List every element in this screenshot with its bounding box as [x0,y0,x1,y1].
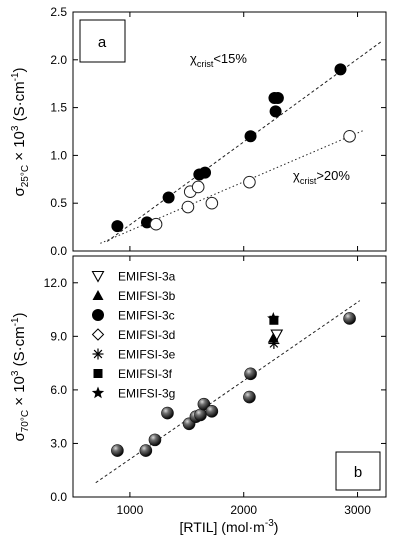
panel-a-point-open-circle [205,196,219,210]
panel-a-y-tick-label: 2.5 [50,5,67,19]
panel-b-point-shaded-sphere [194,408,207,422]
panel-b-label: b [354,464,362,481]
panel-a: 0.0 0.5 1.0 1.5 2.0 2.5 a χcrist<15% χcrist>2… [10,5,387,258]
legend-marker-asterisk [92,348,104,360]
legend-label: EMIFSI-3b [118,289,176,303]
panel-b-point-shaded-sphere [197,397,211,411]
panel-b-point-shaded-sphere [343,312,356,325]
panel-a-point-open-circle [243,175,256,189]
panel-b-y-tick-label: 6.0 [50,383,67,397]
panel-a-point-filled-circle [244,130,257,143]
panel-a-fit-line-1 [100,130,364,244]
legend-marker-filled-star [91,386,105,399]
legend-label: EMIFSI-3f [118,367,173,381]
panel-a-label: a [98,34,107,51]
panel-b-y-label: σ70°C × 103 (S·cm-1) [10,312,31,441]
annotation-crist-high: χcrist>20% [293,168,350,186]
panel-a-fit-lines [100,40,383,244]
annotation-crist-low: χcrist<15% [190,51,247,69]
panel-a-y-tick-label: 0.0 [50,244,67,258]
panel-a-point-open-circle [191,180,205,194]
panel-b-y-tick-label: 12.0 [44,276,68,290]
panel-b-y-tick-label: 0.0 [50,490,67,504]
legend-marker-filled-circle [92,309,104,321]
panel-a-point-open-circle [343,129,356,143]
panel-b-x-tick-label: 2000 [230,503,257,517]
panel-b-point-shaded-sphere [205,405,219,418]
panel-a-point-open-circle [181,200,195,214]
panel-b-points [111,311,356,457]
panel-a-points [111,63,356,233]
panel-b-point-shaded-sphere [148,433,162,447]
panel-b-x-tick-label: 1000 [117,503,144,517]
panel-a-label-box [79,19,126,63]
panel-a-fit-line-0 [106,40,383,242]
panel-b-legend: EMIFSI-3a EMIFSI-3b EMIFSI-3c EMIFSI-3d EMIF… [91,270,176,401]
legend-label: EMIFSI-3a [118,270,176,284]
panel-a-point-filled-circle [334,63,347,76]
legend-label: EMIFSI-3d [118,328,175,342]
panel-a-y-tick-label: 0.5 [50,196,67,210]
legend-marker-open-triangle-down [91,270,105,283]
panel-a-y-tick-label: 2.0 [50,53,67,67]
legend-marker-filled-square [93,369,103,378]
panel-a-point-filled-circle [269,105,282,118]
panel-a-point-filled-circle [111,220,124,233]
panel-b-y-axis: 0.0 3.0 6.0 9.0 12.0 [44,276,386,504]
panel-b-x-axis: 1000 2000 3000 [117,256,371,517]
panel-a-y-axis: 0.0 0.5 1.0 1.5 2.0 2.5 [50,5,386,258]
panel-b-fit-line-0 [95,300,361,484]
panel-a-y-tick-label: 1.0 [50,148,67,162]
legend-label: EMIFSI-3e [118,348,176,362]
panel-a-point-filled-circle [199,166,212,179]
panel-a-x-axis [129,12,359,251]
panel-b-point-shaded-sphere [243,390,256,404]
panel-a-y-tick-label: 1.5 [50,101,67,115]
panel-b-point-filled-square [269,315,279,325]
legend-marker-open-diamond [91,328,105,341]
panel-b-frame [72,255,387,498]
panel-b-x-label: [RTIL] (mol·m-3) [180,518,279,535]
panel-b-x-tick-label: 3000 [344,503,371,517]
panel-b: 0.03.06.09.012.0 1000 2000 3000 EMIFSI-3aE… [10,255,387,535]
panel-a-frame [72,11,387,252]
panel-a-point-filled-circle [271,92,284,105]
panel-b-point-shaded-sphere [244,367,257,381]
panel-b-y-tick-label: 9.0 [50,329,67,343]
panel-b-point-shaded-sphere [111,444,124,457]
panel-b-point-shaded-sphere [139,444,153,457]
panel-b-point-asterisk [268,337,280,349]
panel-b-y-tick-label: 3.0 [50,436,67,450]
legend-label: EMIFSI-3g [118,387,175,401]
panel-b-point-shaded-sphere [161,406,174,420]
panel-b-fit-lines [95,300,361,484]
panel-a-y-label: σ25°C × 103 (S·cm-1) [10,67,31,196]
panel-b-label-box [335,451,381,491]
panel-a-point-filled-circle [162,191,175,204]
panel-a-point-open-circle [149,217,163,231]
legend-marker-filled-triangle-up [92,290,104,300]
legend-label: EMIFSI-3c [118,309,175,323]
